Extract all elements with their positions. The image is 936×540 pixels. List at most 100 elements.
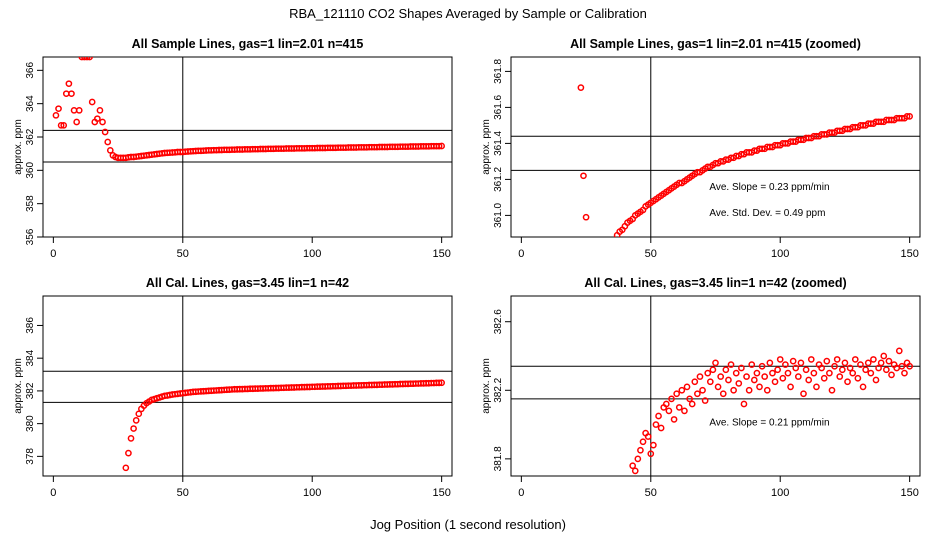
data-point xyxy=(833,356,841,363)
data-point xyxy=(435,142,443,150)
data-point xyxy=(60,121,68,129)
data-point xyxy=(125,449,132,457)
data-point xyxy=(730,386,737,394)
x-tick-label: 100 xyxy=(303,248,321,260)
data-point xyxy=(104,138,112,146)
data-point xyxy=(769,369,776,377)
data-point xyxy=(135,410,143,418)
panel-sample: All Sample Lines, gas=1 lin=2.01 n=415 0 5… xyxy=(13,37,453,260)
data-point xyxy=(438,379,445,387)
y-tick-label: 382.2 xyxy=(493,377,504,402)
data-point xyxy=(758,362,766,370)
data-point xyxy=(857,361,864,368)
data-point xyxy=(885,357,893,365)
annotation: Ave. Slope = 0.23 ppm/min xyxy=(709,182,829,193)
y-tick-label: 360 xyxy=(25,162,36,179)
data-point xyxy=(582,213,590,221)
data-point xyxy=(851,356,859,363)
data-point xyxy=(637,446,644,454)
data-point xyxy=(577,84,585,91)
x-tick-label: 0 xyxy=(50,248,56,260)
y-tick-label: 361.4 xyxy=(493,130,504,155)
plot-area xyxy=(43,57,452,237)
panel-sample-zoom: All Sample Lines, gas=1 lin=2.01 n=415 (… xyxy=(481,37,921,260)
data-point xyxy=(820,374,828,382)
data-point xyxy=(73,118,81,126)
data-point xyxy=(880,352,888,360)
y-axis-label: approx. ppm xyxy=(13,358,24,414)
data-point xyxy=(438,142,445,150)
data-point xyxy=(792,364,800,372)
x-tick-label: 50 xyxy=(177,487,189,499)
panel-title: All Sample Lines, gas=1 lin=2.01 n=415 (… xyxy=(570,37,861,51)
y-tick-label: 362 xyxy=(25,128,36,145)
data-point xyxy=(673,390,681,398)
data-point xyxy=(761,373,769,380)
y-axis-label: approx. ppm xyxy=(13,119,24,175)
y-tick-label: 366 xyxy=(25,62,36,79)
plot-area xyxy=(511,57,920,237)
data-point xyxy=(101,128,109,136)
data-point xyxy=(802,366,810,374)
data-point xyxy=(655,412,662,420)
data-point xyxy=(854,374,862,382)
data-point xyxy=(813,383,820,391)
x-tick-label: 100 xyxy=(303,487,321,499)
data-point xyxy=(675,404,683,411)
data-point xyxy=(776,356,784,363)
data-point xyxy=(818,364,825,372)
data-point xyxy=(714,383,722,391)
y-tick-label: 356 xyxy=(25,228,36,245)
data-point xyxy=(650,441,657,449)
data-point xyxy=(629,462,637,470)
data-point xyxy=(826,369,833,377)
data-point xyxy=(807,356,815,363)
data-point xyxy=(864,359,872,367)
panel-title: All Cal. Lines, gas=3.45 lin=1 n=42 (zoo… xyxy=(584,276,846,290)
data-point xyxy=(787,383,794,391)
data-point xyxy=(903,113,911,120)
data-point xyxy=(906,362,913,370)
data-point xyxy=(639,438,647,446)
data-point xyxy=(683,383,691,391)
plot-area xyxy=(43,296,452,476)
data-point xyxy=(740,400,748,408)
data-point xyxy=(748,361,756,368)
y-tick-label: 364 xyxy=(25,95,36,112)
data-point xyxy=(725,376,732,384)
data-point xyxy=(805,376,813,384)
x-tick-label: 150 xyxy=(900,248,918,260)
data-point xyxy=(753,369,761,377)
data-point xyxy=(668,395,675,403)
data-point xyxy=(86,57,93,61)
data-point xyxy=(652,421,660,428)
data-point xyxy=(88,98,96,106)
data-point xyxy=(836,373,844,380)
data-point xyxy=(870,356,877,363)
data-point xyxy=(738,364,745,372)
data-point xyxy=(844,378,851,386)
data-point xyxy=(823,357,831,365)
data-point xyxy=(828,386,836,394)
data-point xyxy=(735,380,743,387)
data-point xyxy=(694,390,701,398)
y-axis-label: approx. ppm xyxy=(481,358,492,414)
y-tick-label: 361.8 xyxy=(493,58,504,83)
data-point xyxy=(712,359,719,367)
x-tick-label: 100 xyxy=(771,248,789,260)
data-point xyxy=(662,400,670,408)
data-point xyxy=(732,369,740,377)
data-point xyxy=(743,373,750,380)
data-point xyxy=(898,362,906,370)
data-point xyxy=(665,407,673,415)
data-point xyxy=(888,371,895,379)
data-point xyxy=(784,369,792,377)
data-point xyxy=(52,111,60,119)
x-tick-label: 150 xyxy=(432,487,450,499)
data-point xyxy=(779,374,787,382)
y-tick-label: 384 xyxy=(25,349,36,366)
data-point xyxy=(634,455,642,463)
data-point xyxy=(96,106,104,114)
data-point xyxy=(756,383,763,391)
